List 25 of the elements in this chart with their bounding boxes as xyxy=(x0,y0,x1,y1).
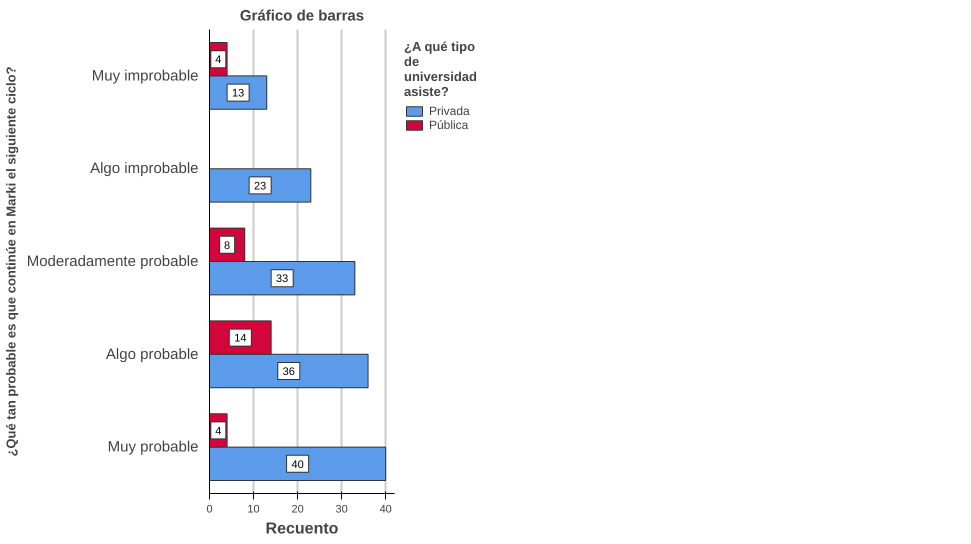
legend-title: ¿A qué tipo de universidad asiste? xyxy=(404,39,477,99)
y-tick-label: Algo improbable xyxy=(90,160,199,178)
legend-label: Privada xyxy=(429,104,470,118)
data-label: 33 xyxy=(276,273,288,286)
data-label: 40 xyxy=(291,458,304,471)
data-label: 13 xyxy=(232,88,244,100)
data-label: 23 xyxy=(254,180,266,192)
chart-title: Gráfico de barras xyxy=(240,8,364,24)
x-tick-label: 10 xyxy=(247,504,260,516)
y-tick-label: Muy probable xyxy=(108,438,199,456)
data-label: 36 xyxy=(282,366,295,378)
y-tick-label: Muy improbable xyxy=(92,67,199,84)
y-axis-title: ¿Qué tan probable es que continúe en Marki el siguiente ciclo? xyxy=(4,66,19,457)
x-tick-label: 20 xyxy=(291,504,304,516)
x-tick-label: 40 xyxy=(380,504,392,516)
legend-label: Pública xyxy=(429,118,468,132)
x-axis-title: Recuento xyxy=(266,520,339,538)
data-label: 8 xyxy=(224,240,230,252)
data-label: 4 xyxy=(215,54,222,66)
x-tick-label: 0 xyxy=(206,504,213,516)
x-tick-label: 30 xyxy=(336,504,348,516)
data-label: 4 xyxy=(215,425,222,438)
data-label: 14 xyxy=(234,332,246,345)
y-tick-label: Algo probable xyxy=(106,346,199,363)
y-tick-label: Moderadamente probable xyxy=(26,253,199,270)
